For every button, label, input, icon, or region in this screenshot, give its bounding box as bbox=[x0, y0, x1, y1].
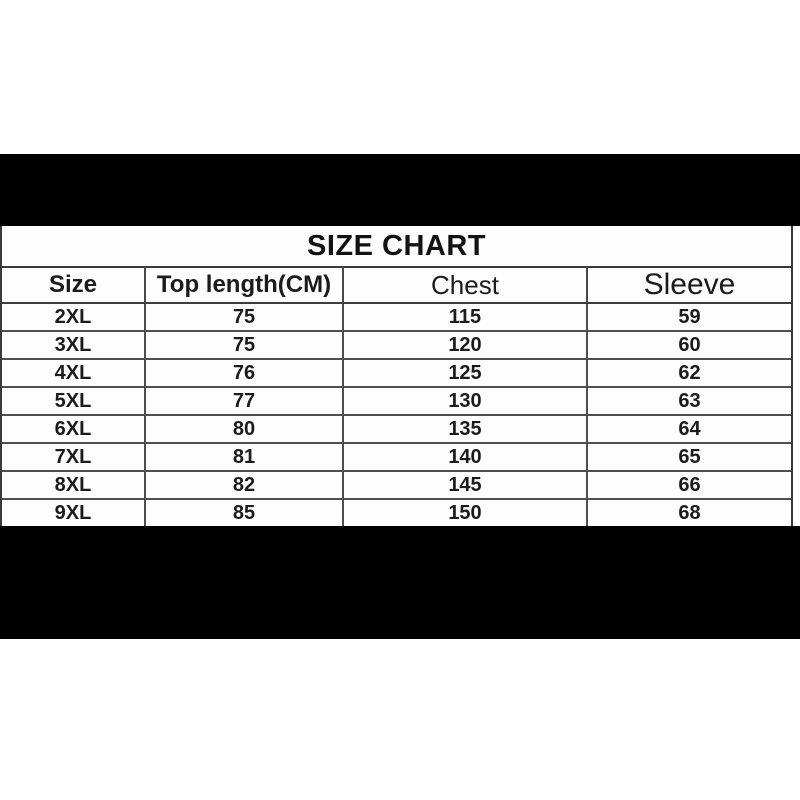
cell-size: 7XL bbox=[2, 442, 146, 472]
cell-size: 8XL bbox=[2, 470, 146, 500]
size-table: Size Top length(CM) Chest Sleeve 2XL 75 11… bbox=[2, 266, 791, 526]
header-row: Size Top length(CM) Chest Sleeve bbox=[2, 266, 791, 304]
column-header-size: Size bbox=[2, 266, 146, 304]
table-row: 7XL 81 140 65 bbox=[2, 442, 791, 472]
cell-sleeve: 62 bbox=[586, 358, 791, 388]
cell-top-length: 82 bbox=[144, 470, 344, 500]
column-header-top-length: Top length(CM) bbox=[144, 266, 344, 304]
white-band-top bbox=[0, 0, 800, 154]
column-header-chest: Chest bbox=[342, 266, 588, 304]
table-row: 2XL 75 115 59 bbox=[2, 302, 791, 332]
title-row: SIZE CHART bbox=[2, 226, 791, 266]
cell-chest: 135 bbox=[342, 414, 588, 444]
cell-chest: 140 bbox=[342, 442, 588, 472]
table-row: 3XL 75 120 60 bbox=[2, 330, 791, 360]
cell-size: 3XL bbox=[2, 330, 146, 360]
cell-sleeve: 60 bbox=[586, 330, 791, 360]
cell-chest: 130 bbox=[342, 386, 588, 416]
cell-sleeve: 68 bbox=[586, 498, 791, 526]
column-header-sleeve: Sleeve bbox=[586, 266, 791, 304]
cell-size: 5XL bbox=[2, 386, 146, 416]
cell-sleeve: 66 bbox=[586, 470, 791, 500]
cell-chest: 125 bbox=[342, 358, 588, 388]
table-row: 6XL 80 135 64 bbox=[2, 414, 791, 444]
cell-sleeve: 65 bbox=[586, 442, 791, 472]
cell-sleeve: 63 bbox=[586, 386, 791, 416]
cell-size: 9XL bbox=[2, 498, 146, 526]
table-row: 9XL 85 150 68 bbox=[2, 498, 791, 526]
cell-top-length: 85 bbox=[144, 498, 344, 526]
white-band-bottom bbox=[0, 639, 800, 794]
cell-top-length: 80 bbox=[144, 414, 344, 444]
cell-chest: 115 bbox=[342, 302, 588, 332]
size-table-body: 2XL 75 115 59 3XL 75 120 60 4XL 76 125 62 5XL 77 130 63… bbox=[2, 302, 791, 526]
table-row: 5XL 77 130 63 bbox=[2, 386, 791, 416]
black-bar-bottom bbox=[0, 526, 800, 639]
cell-size: 4XL bbox=[2, 358, 146, 388]
cell-top-length: 77 bbox=[144, 386, 344, 416]
cell-chest: 120 bbox=[342, 330, 588, 360]
cell-top-length: 75 bbox=[144, 302, 344, 332]
cell-sleeve: 59 bbox=[586, 302, 791, 332]
size-chart-sheet: SIZE CHART Size Top length(CM) Chest Sle… bbox=[0, 226, 793, 526]
cell-chest: 145 bbox=[342, 470, 588, 500]
cell-size: 2XL bbox=[2, 302, 146, 332]
cell-sleeve: 64 bbox=[586, 414, 791, 444]
cell-size: 6XL bbox=[2, 414, 146, 444]
cell-chest: 150 bbox=[342, 498, 588, 526]
black-bar-top bbox=[0, 154, 800, 226]
table-row: 4XL 76 125 62 bbox=[2, 358, 791, 388]
cell-top-length: 76 bbox=[144, 358, 344, 388]
page-title: SIZE CHART bbox=[307, 229, 486, 262]
cell-top-length: 75 bbox=[144, 330, 344, 360]
cell-top-length: 81 bbox=[144, 442, 344, 472]
table-row: 8XL 82 145 66 bbox=[2, 470, 791, 500]
